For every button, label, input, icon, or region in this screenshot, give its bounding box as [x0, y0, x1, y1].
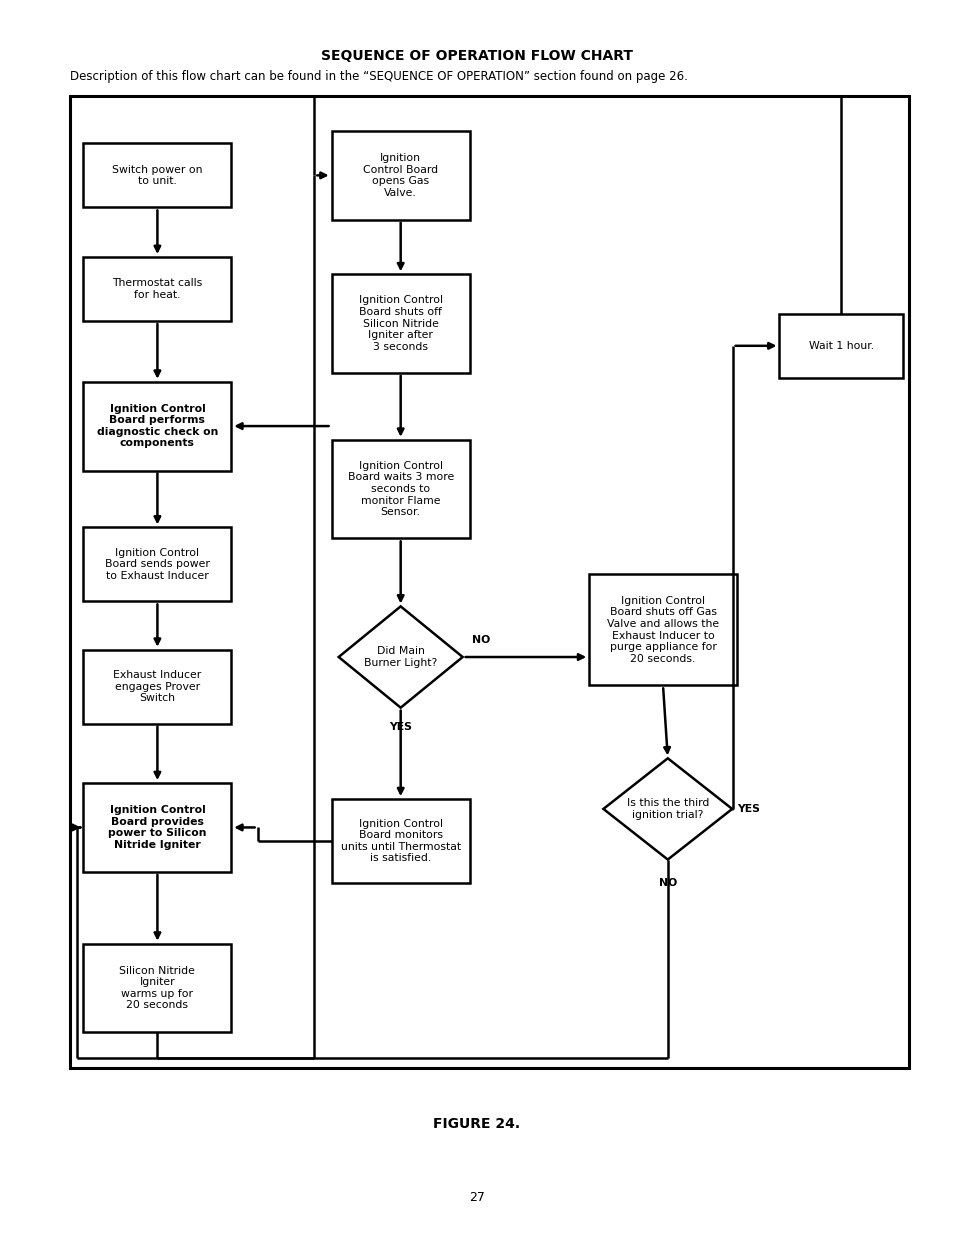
FancyBboxPatch shape [331, 799, 469, 883]
Text: Did Main
Burner Light?: Did Main Burner Light? [364, 646, 436, 668]
FancyBboxPatch shape [84, 944, 231, 1032]
FancyBboxPatch shape [84, 650, 231, 724]
Text: YES: YES [736, 804, 759, 814]
Text: Description of this flow chart can be found in the “SEQUENCE OF OPERATION” secti: Description of this flow chart can be fo… [70, 70, 687, 83]
FancyBboxPatch shape [84, 527, 231, 601]
FancyBboxPatch shape [84, 382, 231, 471]
Text: Ignition Control
Board provides
power to Silicon
Nitride Igniter: Ignition Control Board provides power to… [108, 805, 207, 850]
Text: 27: 27 [469, 1192, 484, 1204]
Text: Switch power on
to unit.: Switch power on to unit. [112, 164, 202, 186]
Text: Ignition Control
Board performs
diagnostic check on
components: Ignition Control Board performs diagnost… [96, 404, 218, 448]
FancyBboxPatch shape [84, 143, 231, 207]
FancyBboxPatch shape [331, 274, 469, 373]
Text: Ignition Control
Board shuts off Gas
Valve and allows the
Exhaust Inducer to
pur: Ignition Control Board shuts off Gas Val… [606, 595, 719, 664]
FancyBboxPatch shape [84, 257, 231, 321]
Text: Ignition Control
Board waits 3 more
seconds to
monitor Flame
Sensor.: Ignition Control Board waits 3 more seco… [347, 461, 454, 517]
Text: Silicon Nitride
Igniter
warms up for
20 seconds: Silicon Nitride Igniter warms up for 20 … [119, 966, 195, 1010]
FancyBboxPatch shape [331, 131, 469, 220]
Polygon shape [338, 606, 462, 708]
Text: NO: NO [472, 635, 490, 645]
Text: FIGURE 24.: FIGURE 24. [433, 1116, 520, 1131]
FancyBboxPatch shape [588, 574, 736, 685]
Text: Ignition Control
Board monitors
units until Thermostat
is satisfied.: Ignition Control Board monitors units un… [340, 819, 460, 863]
Text: YES: YES [389, 722, 412, 732]
Text: SEQUENCE OF OPERATION FLOW CHART: SEQUENCE OF OPERATION FLOW CHART [320, 48, 633, 63]
FancyBboxPatch shape [84, 783, 231, 872]
Text: Is this the third
ignition trial?: Is this the third ignition trial? [626, 798, 708, 820]
Text: Exhaust Inducer
engages Prover
Switch: Exhaust Inducer engages Prover Switch [113, 671, 201, 703]
FancyBboxPatch shape [779, 314, 902, 378]
Text: Thermostat calls
for heat.: Thermostat calls for heat. [112, 278, 202, 300]
Text: Ignition
Control Board
opens Gas
Valve.: Ignition Control Board opens Gas Valve. [363, 153, 437, 198]
Text: Ignition Control
Board shuts off
Silicon Nitride
Igniter after
3 seconds: Ignition Control Board shuts off Silicon… [358, 295, 442, 352]
Text: Ignition Control
Board sends power
to Exhaust Inducer: Ignition Control Board sends power to Ex… [105, 548, 210, 580]
Text: NO: NO [658, 878, 677, 888]
Polygon shape [602, 758, 731, 860]
FancyBboxPatch shape [331, 440, 469, 538]
Text: Wait 1 hour.: Wait 1 hour. [808, 341, 873, 351]
